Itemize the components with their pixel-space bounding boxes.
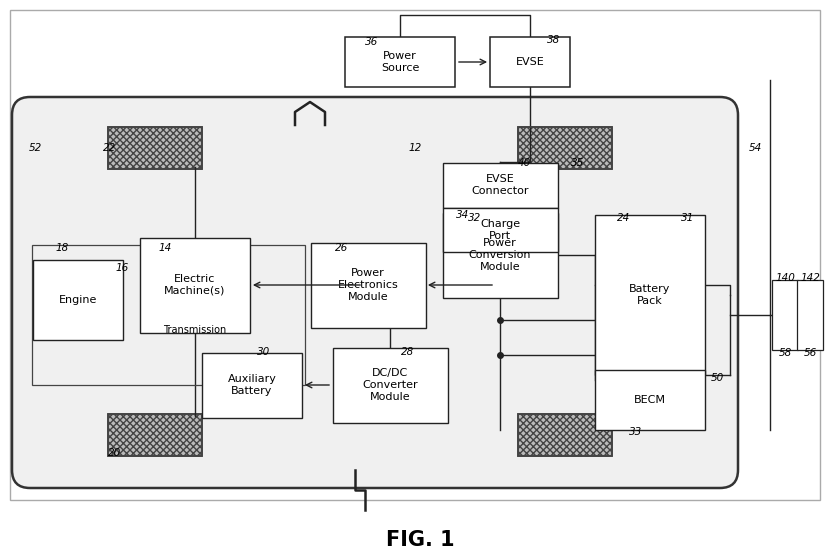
Text: Electric
Machine(s): Electric Machine(s) [165, 274, 226, 296]
Text: Charge
Port: Charge Port [480, 219, 520, 241]
Text: 38: 38 [548, 35, 560, 45]
FancyBboxPatch shape [333, 348, 448, 422]
FancyBboxPatch shape [311, 242, 426, 328]
Text: 26: 26 [335, 243, 349, 253]
Text: 52: 52 [29, 143, 42, 153]
Text: 34: 34 [456, 210, 470, 220]
Text: 40: 40 [517, 158, 531, 168]
Text: Power
Conversion
Module: Power Conversion Module [469, 239, 531, 272]
Text: Battery
Pack: Battery Pack [629, 284, 670, 306]
Text: 18: 18 [55, 243, 69, 253]
FancyBboxPatch shape [345, 37, 455, 87]
Text: 31: 31 [681, 213, 695, 223]
Text: 56: 56 [803, 348, 816, 358]
Text: 12: 12 [408, 143, 422, 153]
Text: 58: 58 [779, 348, 791, 358]
FancyBboxPatch shape [108, 127, 202, 169]
FancyBboxPatch shape [202, 352, 302, 418]
FancyBboxPatch shape [797, 280, 823, 350]
Text: Power
Source: Power Source [381, 51, 419, 73]
FancyBboxPatch shape [108, 414, 202, 456]
FancyBboxPatch shape [443, 212, 558, 297]
FancyBboxPatch shape [490, 37, 570, 87]
FancyBboxPatch shape [772, 280, 798, 350]
Text: DC/DC
Converter
Module: DC/DC Converter Module [362, 368, 417, 402]
Text: 35: 35 [571, 158, 585, 168]
FancyBboxPatch shape [595, 215, 705, 375]
Text: 30: 30 [257, 347, 270, 357]
Text: 16: 16 [115, 263, 129, 273]
Text: Transmission: Transmission [163, 325, 227, 335]
FancyBboxPatch shape [518, 127, 612, 169]
FancyBboxPatch shape [443, 208, 558, 252]
Text: 24: 24 [617, 213, 631, 223]
Text: 142: 142 [800, 273, 820, 283]
FancyBboxPatch shape [140, 237, 250, 333]
Text: 20: 20 [108, 448, 122, 458]
Text: 28: 28 [402, 347, 415, 357]
FancyBboxPatch shape [595, 370, 705, 430]
FancyBboxPatch shape [443, 162, 558, 208]
Text: 32: 32 [469, 213, 481, 223]
FancyBboxPatch shape [12, 97, 738, 488]
Text: 36: 36 [365, 37, 379, 47]
Text: 33: 33 [629, 427, 643, 437]
Text: BECM: BECM [634, 395, 666, 405]
Text: Engine: Engine [59, 295, 97, 305]
Text: 14: 14 [159, 243, 171, 253]
Text: 140: 140 [775, 273, 795, 283]
Text: 22: 22 [103, 143, 117, 153]
FancyBboxPatch shape [518, 414, 612, 456]
Text: Auxiliary
Battery: Auxiliary Battery [228, 374, 276, 396]
Text: Power
Electronics
Module: Power Electronics Module [338, 268, 398, 302]
Text: FIG. 1: FIG. 1 [386, 530, 454, 550]
Text: EVSE
Connector: EVSE Connector [471, 174, 528, 196]
Text: EVSE: EVSE [516, 57, 544, 67]
Text: 50: 50 [711, 373, 723, 383]
FancyBboxPatch shape [33, 260, 123, 340]
Text: 54: 54 [748, 143, 762, 153]
